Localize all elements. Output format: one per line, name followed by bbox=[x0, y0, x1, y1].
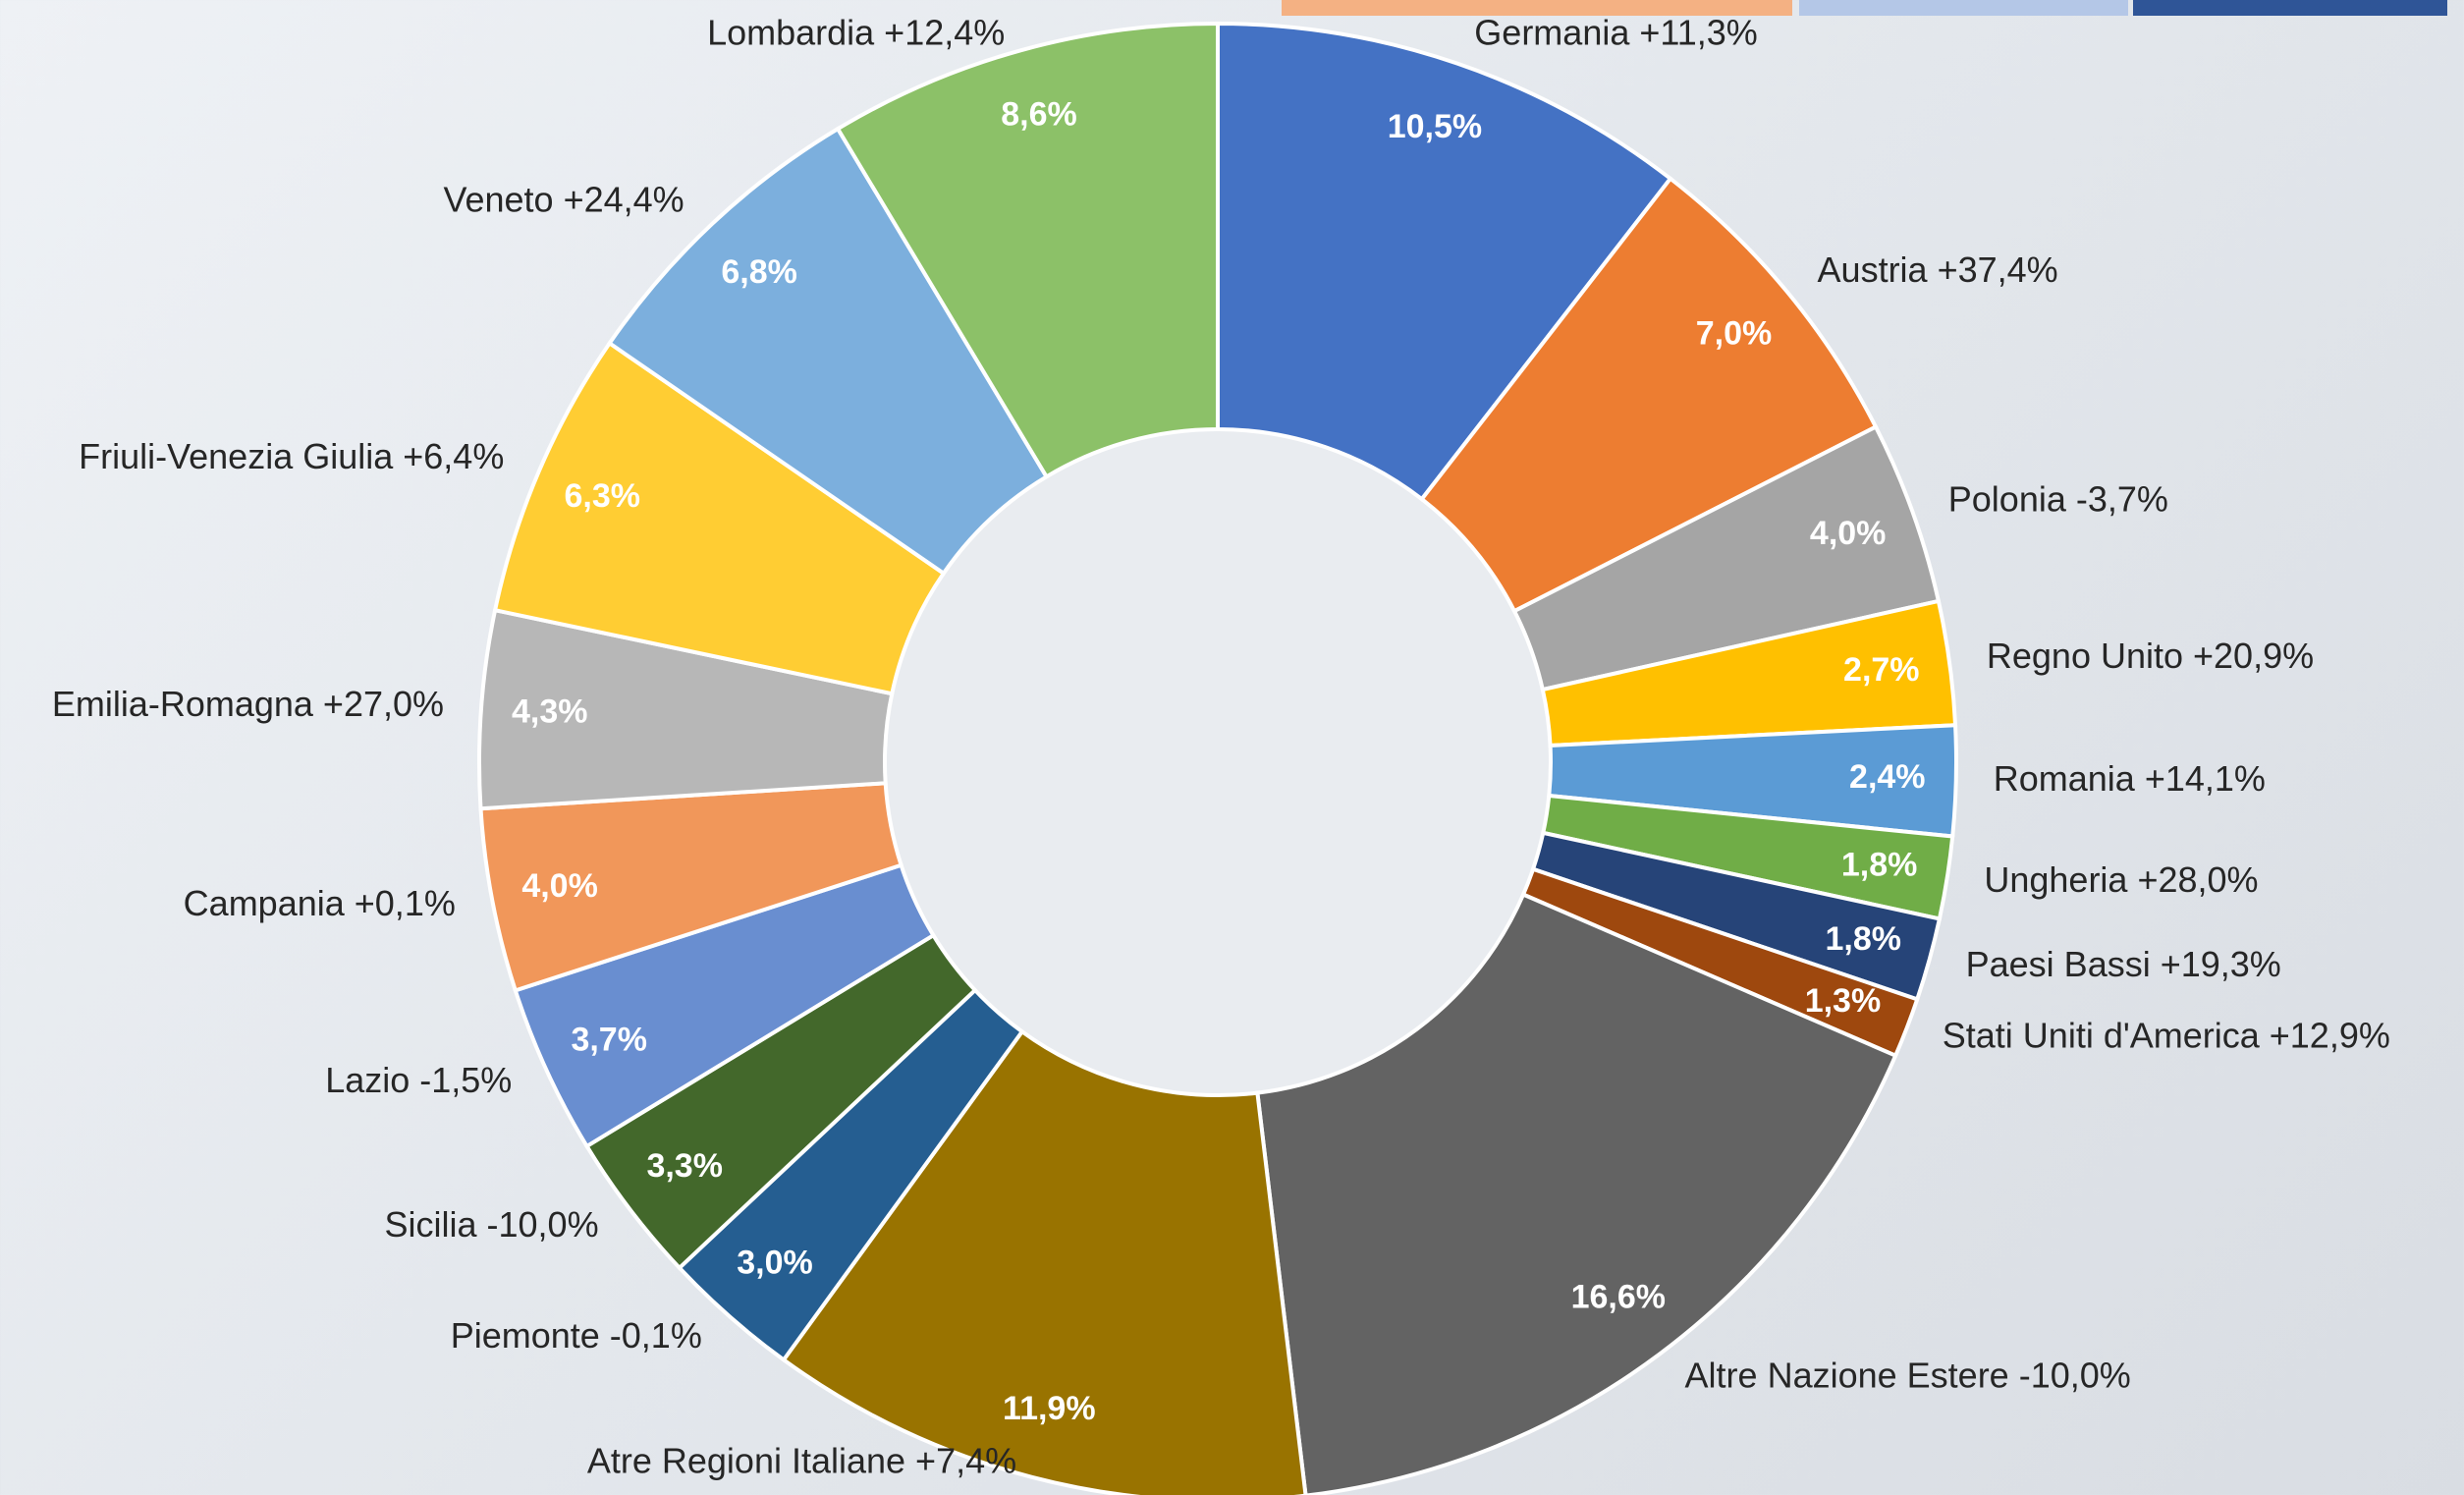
legend-swatch bbox=[2133, 0, 2447, 16]
category-label: Veneto +24,4% bbox=[443, 179, 684, 219]
legend-swatch bbox=[1799, 0, 2128, 16]
slice bbox=[1418, 175, 1879, 614]
value-label: 1,3% bbox=[1805, 982, 1882, 1020]
category-label: Germania +11,3% bbox=[1474, 13, 1758, 53]
legend-swatch bbox=[1282, 0, 1792, 16]
slice bbox=[606, 126, 1050, 577]
value-label: 2,7% bbox=[1843, 651, 1920, 689]
slice bbox=[492, 340, 947, 696]
category-label: Atre Regioni Italiane +7,4% bbox=[587, 1441, 1016, 1481]
category-label: Friuli-Venezia Giulia +6,4% bbox=[79, 436, 504, 476]
value-label: 7,0% bbox=[1696, 314, 1773, 352]
value-label: 1,8% bbox=[1826, 920, 1902, 958]
value-label: 16,6% bbox=[1571, 1279, 1666, 1316]
category-label: Altre Nazione Estere -10,0% bbox=[1685, 1355, 2131, 1395]
category-label: Romania +14,1% bbox=[1994, 758, 2266, 799]
value-label: 4,3% bbox=[512, 693, 588, 731]
value-label: 11,9% bbox=[1003, 1390, 1096, 1427]
category-label: Regno Unito +20,9% bbox=[1987, 636, 2314, 676]
category-label: Austria +37,4% bbox=[1818, 249, 2058, 290]
category-label: Ungheria +28,0% bbox=[1984, 859, 2258, 900]
category-label: Lombardia +12,4% bbox=[707, 13, 1005, 53]
category-label: Lazio -1,5% bbox=[325, 1060, 512, 1100]
value-label: 8,6% bbox=[1001, 96, 1077, 134]
value-label: 3,3% bbox=[646, 1147, 723, 1185]
slice bbox=[1255, 892, 1898, 1495]
value-label: 1,8% bbox=[1841, 847, 1918, 884]
value-label: 3,7% bbox=[571, 1022, 647, 1059]
category-label: Sicilia -10,0% bbox=[385, 1204, 599, 1245]
value-label: 4,0% bbox=[521, 867, 598, 905]
category-label: Campania +0,1% bbox=[184, 883, 456, 923]
value-label: 3,0% bbox=[737, 1245, 813, 1282]
value-label: 2,4% bbox=[1849, 758, 1926, 796]
category-label: Stati Uniti d'America +12,9% bbox=[1943, 1016, 2390, 1056]
category-label: Polonia -3,7% bbox=[1948, 479, 2168, 520]
value-label: 6,8% bbox=[721, 253, 797, 291]
value-label: 10,5% bbox=[1388, 108, 1482, 145]
slice bbox=[1216, 21, 1673, 502]
slice bbox=[781, 1028, 1308, 1495]
slice bbox=[835, 21, 1220, 480]
value-label: 6,3% bbox=[564, 477, 640, 515]
value-label: 4,0% bbox=[1810, 515, 1887, 552]
category-label: Paesi Bassi +19,3% bbox=[1966, 944, 2281, 984]
category-label: Piemonte -0,1% bbox=[451, 1315, 702, 1356]
donut-hole bbox=[885, 429, 1551, 1095]
category-label: Emilia-Romagna +27,0% bbox=[52, 684, 444, 724]
